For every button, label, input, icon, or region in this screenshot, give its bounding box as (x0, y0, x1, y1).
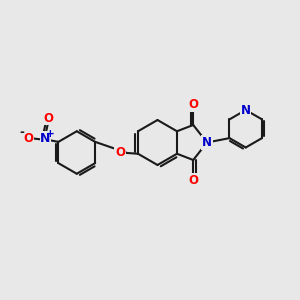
Text: -: - (20, 126, 24, 139)
Text: O: O (115, 146, 125, 159)
Text: O: O (44, 112, 53, 125)
Text: N: N (241, 103, 251, 116)
Text: O: O (188, 98, 198, 111)
Text: N: N (40, 132, 50, 145)
Text: +: + (46, 129, 54, 139)
Text: N: N (202, 136, 212, 149)
Text: O: O (188, 174, 198, 187)
Text: O: O (24, 132, 34, 145)
